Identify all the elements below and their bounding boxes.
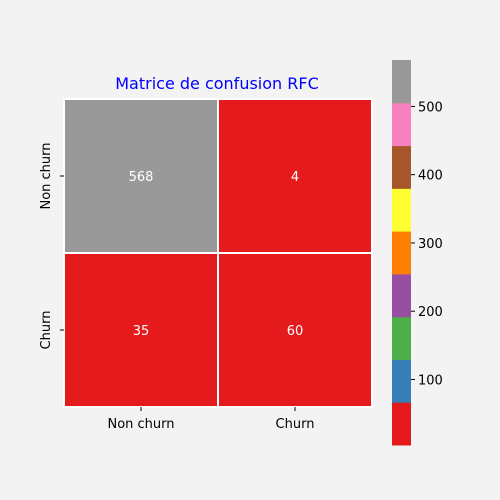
- heatmap-cell: [63, 252, 219, 408]
- colorbar-tick-label: 200: [418, 305, 443, 320]
- heatmap-cell: [63, 98, 219, 254]
- colorbar-bin: [392, 316, 411, 360]
- colorbar-bin: [392, 231, 411, 275]
- colorbar-bin: [392, 145, 411, 189]
- x-axis: Non churn Churn: [107, 407, 314, 432]
- colorbar-bin: [392, 60, 411, 104]
- colorbar-bin: [392, 402, 411, 446]
- colorbar-tick-label: 100: [418, 373, 443, 388]
- heatmap-cells: [63, 98, 373, 408]
- cell-annotation: 35: [133, 324, 150, 339]
- colorbar-bin: [392, 188, 411, 232]
- cell-annotation: 60: [287, 324, 304, 339]
- cell-annotation: 4: [291, 170, 299, 185]
- colorbar: 100 200 300 400 500: [392, 60, 443, 446]
- heatmap-cell: [217, 98, 373, 254]
- colorbar-tick-label: 400: [418, 169, 443, 184]
- cell-annotation: 568: [129, 170, 154, 185]
- heatmap-annotations: 568 4 35 60: [129, 170, 304, 339]
- y-tick-label: Churn: [39, 311, 54, 350]
- x-tick-label: Non churn: [107, 417, 174, 432]
- y-tick-label: Non churn: [39, 142, 54, 209]
- colorbar-tick-label: 500: [418, 100, 443, 115]
- x-tick-label: Churn: [276, 417, 315, 432]
- colorbar-tick-label: 300: [418, 237, 443, 252]
- heatmap-cell: [217, 252, 373, 408]
- colorbar-bin: [392, 102, 411, 147]
- chart-title: Matrice de confusion RFC: [115, 74, 319, 93]
- y-axis: Non churn Churn: [39, 142, 64, 349]
- colorbar-bin: [392, 359, 411, 403]
- colorbar-bin: [392, 273, 411, 318]
